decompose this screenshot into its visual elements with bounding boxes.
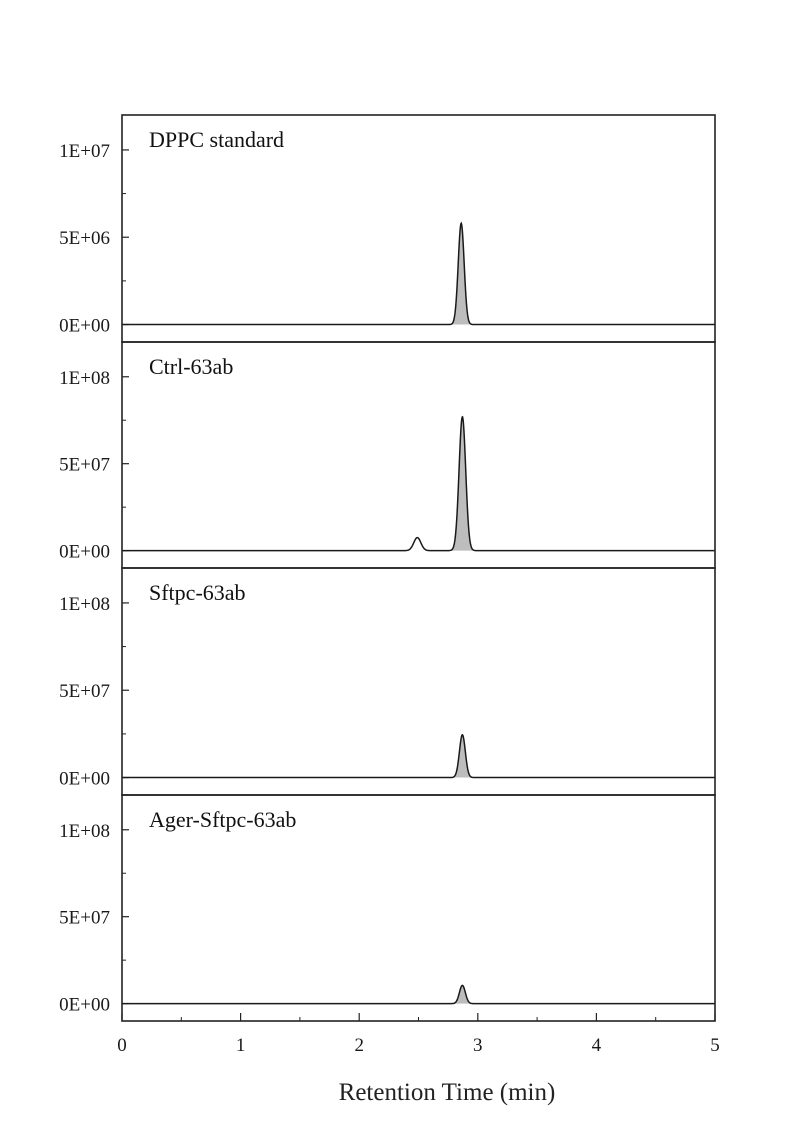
x-tick-label: 3	[473, 1035, 483, 1056]
panel-label: DPPC standard	[149, 127, 284, 152]
panel-label: Ctrl-63ab	[149, 354, 233, 379]
x-tick-label: 5	[710, 1035, 720, 1056]
y-tick-label: 5E+07	[59, 681, 110, 702]
x-tick-label: 0	[117, 1035, 127, 1056]
peak-fill	[450, 734, 478, 778]
y-tick-label: 5E+07	[59, 908, 110, 929]
x-tick-label: 1	[236, 1035, 246, 1056]
y-tick-label: 0E+00	[59, 769, 110, 790]
series-trace	[122, 984, 715, 1005]
y-tick-label: 0E+00	[59, 995, 110, 1016]
panel-3: 0E+00 5E+07 1E+08 Sftpc-63ab	[59, 567, 716, 796]
y-tick-label: 1E+08	[59, 368, 110, 389]
y-tick-label: 1E+07	[59, 141, 110, 162]
series-trace	[122, 221, 715, 326]
panel-2: 0E+00 5E+07 1E+08 Ctrl-63ab	[59, 341, 716, 569]
panel-label: Sftpc-63ab	[149, 580, 246, 605]
y-tick-label: 5E+06	[59, 228, 110, 249]
panel-1: 0E+00 5E+06 1E+07 DPPC standard	[59, 114, 716, 343]
x-axis: 0 1 2 3 4 5	[117, 1013, 720, 1056]
y-tick-label: 1E+08	[59, 821, 110, 842]
panel-label: Ager-Sftpc-63ab	[149, 807, 296, 832]
x-tick-label: 4	[592, 1035, 602, 1056]
peak-fill	[449, 416, 479, 551]
series-trace	[122, 415, 715, 552]
y-tick-label: 0E+00	[59, 542, 110, 563]
x-tick-label: 2	[354, 1035, 364, 1056]
peak-fill	[449, 223, 477, 325]
y-tick-label: 1E+08	[59, 594, 110, 615]
panel-4: 0E+00 5E+07 1E+08 Ager-Sftpc-63ab	[59, 794, 716, 1022]
y-tick-label: 0E+00	[59, 316, 110, 337]
x-axis-title: Retention Time (min)	[339, 1079, 556, 1106]
y-tick-label: 5E+07	[59, 455, 110, 476]
panels-group: 0E+00 5E+06 1E+07 DPPC standard 0E+00 5E+07 1E…	[59, 114, 716, 1022]
series-trace	[122, 733, 715, 779]
peak-fill	[450, 985, 478, 1004]
